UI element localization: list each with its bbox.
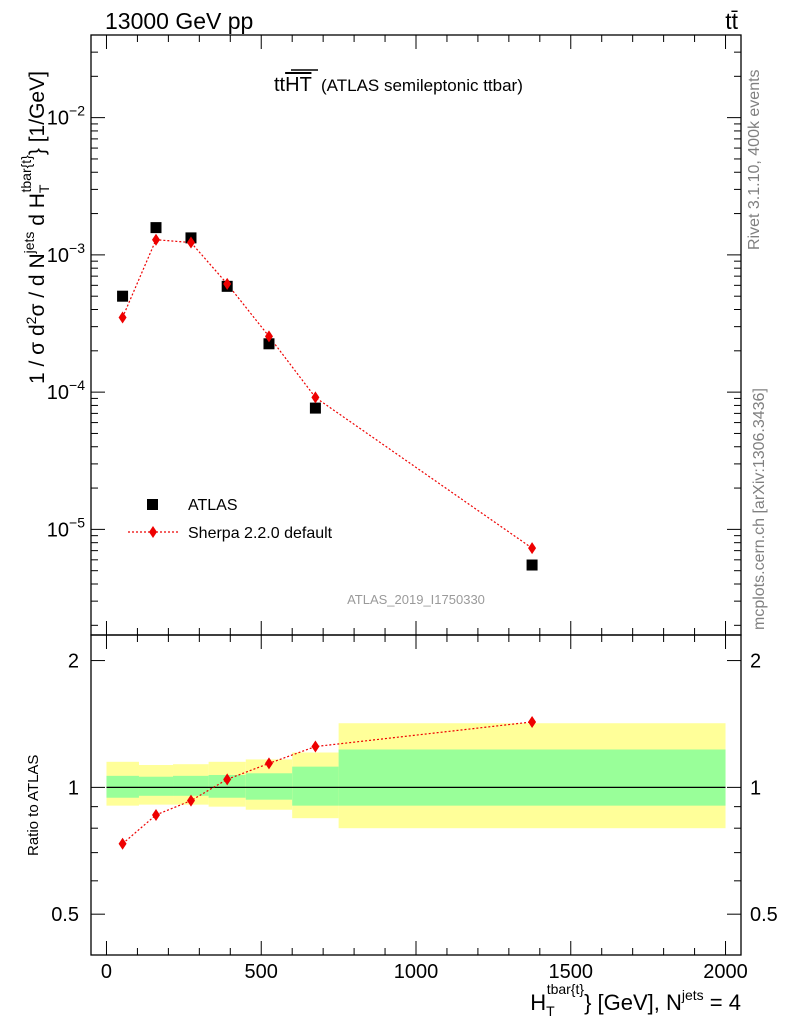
ratio-sherpa-point bbox=[528, 715, 537, 728]
plot-title-suffix: (ATLAS semileptonic ttbar) bbox=[321, 76, 523, 95]
legend-atlas-label: ATLAS bbox=[188, 497, 238, 514]
atlas-point bbox=[117, 290, 129, 302]
ratio-sherpa-point bbox=[264, 757, 273, 770]
main-marks bbox=[117, 222, 538, 571]
sherpa-point bbox=[264, 330, 273, 343]
sherpa-line bbox=[122, 239, 533, 549]
ratio-sherpa-point bbox=[311, 740, 320, 753]
atlas-point bbox=[263, 338, 275, 350]
header-right: tt̄ bbox=[725, 8, 738, 34]
sherpa-point bbox=[152, 233, 160, 246]
x-tick-label: 1000 bbox=[394, 961, 439, 983]
ratio-y-tick-label-right: 2 bbox=[750, 651, 761, 673]
ratio-band-inner bbox=[292, 766, 339, 806]
ratio-y-tick-label: 0.5 bbox=[51, 904, 79, 926]
ratio-y-tick-label-right: 0.5 bbox=[750, 904, 778, 926]
x-tick-label: 2000 bbox=[703, 961, 748, 983]
ratio-bands bbox=[106, 723, 726, 829]
ratio-panel: 0.5 0.5 1 1 2 2 0 500 1000 1500 2000 bbox=[51, 634, 778, 983]
header-left: 13000 GeV pp bbox=[105, 8, 253, 34]
atlas-point bbox=[150, 222, 162, 234]
ratio-sherpa-point bbox=[186, 794, 195, 807]
legend: ATLAS Sherpa 2.2.0 default bbox=[128, 497, 333, 542]
ratio-band-inner bbox=[173, 775, 209, 796]
main-y-tick-label: 10−2 bbox=[47, 103, 85, 130]
sherpa-point bbox=[118, 311, 127, 324]
ratio-y-tick-labels: 0.5 0.5 1 1 2 2 bbox=[51, 651, 778, 927]
plot-title-main: tt bbox=[274, 74, 286, 96]
ratio-ticks bbox=[91, 635, 741, 956]
main-y-tick-label: 10−3 bbox=[47, 240, 85, 267]
ratio-band-inner bbox=[138, 776, 174, 796]
atlas-point bbox=[309, 402, 321, 414]
sherpa-point bbox=[528, 542, 537, 555]
ratio-y-tick-label: 1 bbox=[68, 777, 79, 799]
y-axis-label: 1 / σ d2σ / d Njets d HTtbar{t}} [1/GeV] bbox=[18, 71, 52, 384]
ratio-y-label: Ratio to ATLAS bbox=[25, 755, 42, 856]
sherpa-point bbox=[223, 277, 232, 290]
x-axis-label: HTtbar{t}} [GeV], Njets = 4 bbox=[530, 981, 741, 1019]
ratio-band-inner bbox=[245, 773, 293, 800]
main-y-tick-label: 10−4 bbox=[47, 377, 85, 404]
x-tick-label: 500 bbox=[245, 961, 278, 983]
plot-title: ttHT (ATLAS semileptonic ttbar) bbox=[274, 74, 523, 96]
mcplots-note: mcplots.cern.ch [arXiv:1306.3436] bbox=[751, 388, 768, 630]
ratio-y-tick-label: 2 bbox=[68, 651, 79, 673]
rivet-note: Rivet 3.1.10, 400k events bbox=[746, 69, 763, 250]
atlas-point bbox=[526, 559, 538, 571]
ratio-band-inner bbox=[338, 749, 726, 806]
ratio-sherpa-point bbox=[152, 808, 160, 821]
sherpa-point bbox=[311, 391, 320, 404]
main-panel: 10−5 10−4 10−3 10−2 bbox=[47, 34, 742, 636]
x-tick-label: 0 bbox=[101, 961, 112, 983]
x-tick-label: 1500 bbox=[549, 961, 594, 983]
legend-sherpa-label: Sherpa 2.2.0 default bbox=[188, 525, 333, 542]
main-frame bbox=[90, 34, 742, 636]
analysis-id: ATLAS_2019_I1750330 bbox=[347, 592, 485, 607]
sherpa-point bbox=[186, 236, 195, 249]
x-tick-labels: 0 500 1000 1500 2000 bbox=[101, 961, 748, 983]
ratio-sherpa-point bbox=[118, 837, 127, 850]
plot-title-overline: HT bbox=[285, 74, 311, 96]
ratio-sherpa-point bbox=[223, 773, 232, 786]
ratio-y-tick-label-right: 1 bbox=[750, 777, 761, 799]
ratio-band-inner bbox=[208, 774, 246, 798]
legend-atlas-marker bbox=[147, 499, 158, 510]
main-y-tick-labels: 10−5 10−4 10−3 10−2 bbox=[47, 103, 85, 542]
ratio-marks bbox=[118, 715, 537, 850]
main-y-tick-label: 10−5 bbox=[47, 514, 85, 541]
legend-sherpa-marker bbox=[149, 526, 157, 538]
main-ticks bbox=[91, 34, 741, 635]
